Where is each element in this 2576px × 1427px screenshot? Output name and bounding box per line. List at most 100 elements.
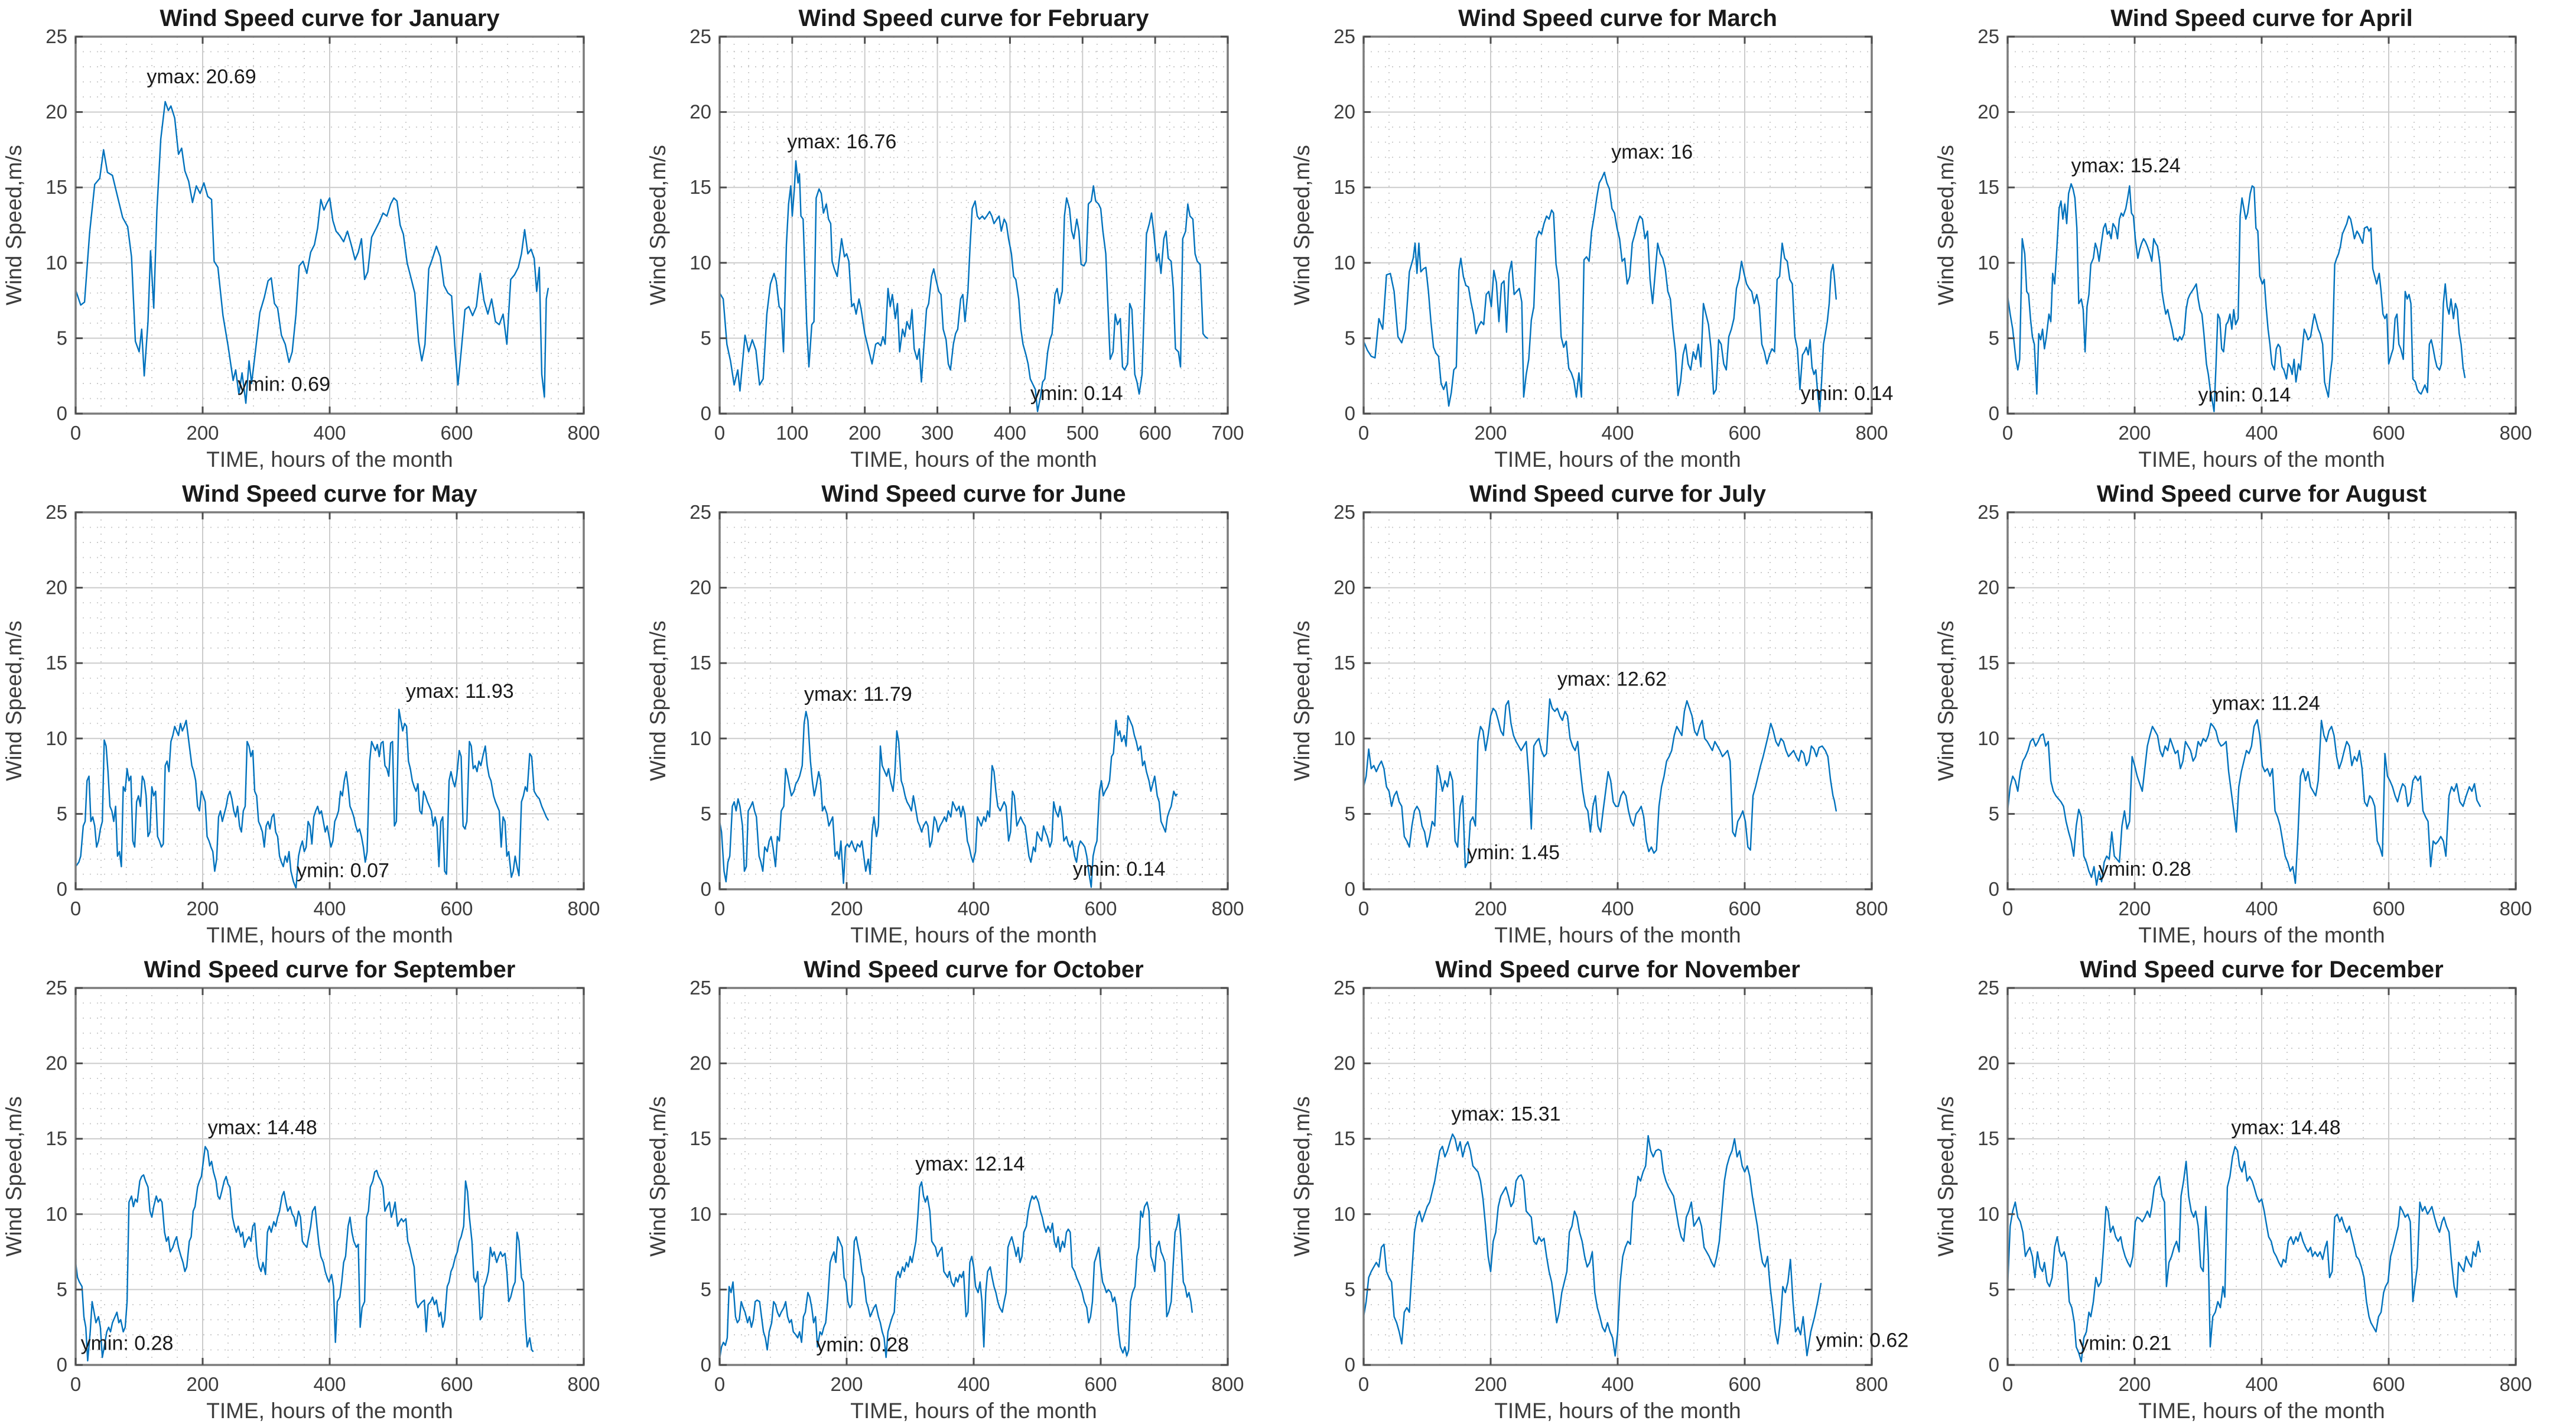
ymin-annotation: ymin: 0.14: [2198, 384, 2291, 407]
wind-speed-line: [718, 710, 1178, 888]
x-tick-label: 400: [994, 422, 1026, 444]
y-axis-label: Wind Speed,m/s: [1290, 1096, 1314, 1256]
wind-chart-march: 0 200 400 600 800 0 5 10 15 20 25 Wind Speed curve …: [1288, 0, 1932, 476]
ymax-annotation: ymax: 20.69: [147, 66, 256, 88]
x-tick-label: 200: [1474, 1373, 1507, 1395]
x-axis-label: TIME, hours of the month: [206, 447, 453, 472]
major-grid: [2008, 37, 2516, 414]
x-tick-label: 0: [714, 898, 725, 919]
x-tick-label: 800: [567, 1373, 600, 1395]
ymin-annotation: ymin: 0.28: [2099, 858, 2191, 880]
major-grid: [1364, 37, 1872, 414]
x-tick-label: 400: [957, 1373, 990, 1395]
x-tick-label: 200: [830, 898, 863, 919]
x-tick-label: 800: [567, 898, 600, 919]
tick-marks: [74, 987, 585, 1366]
wind-chart-april: 0 200 400 600 800 0 5 10 15 20 25 Wind Speed curve …: [1932, 0, 2576, 476]
x-tick-label: 600: [1728, 422, 1761, 444]
y-tick-label: 15: [45, 652, 67, 674]
x-axis-label: TIME, hours of the month: [850, 923, 1097, 947]
x-tick-label: 0: [2002, 1373, 2013, 1395]
x-tick-label: 600: [2372, 898, 2405, 919]
wind-speed-line: [1362, 698, 1837, 869]
y-tick-label: 0: [1345, 878, 1355, 900]
x-tick-label: 600: [440, 422, 473, 444]
x-axis-label: TIME, hours of the month: [206, 1399, 453, 1423]
x-tick-label: 800: [1855, 898, 1888, 919]
tick-marks: [1362, 987, 1873, 1366]
y-axis-label: Wind Speed,m/s: [1934, 145, 1958, 305]
wind-speed-line: [1362, 171, 1837, 412]
chart-canvas: 0 200 400 600 800 0 5 10 15 20 25 Wind Speed curve …: [1290, 957, 1908, 1423]
chart-title: Wind Speed curve for February: [798, 5, 1149, 31]
y-tick-label: 15: [1977, 1127, 1999, 1149]
ymin-annotation: ymin: 0.07: [297, 860, 389, 882]
y-tick-label: 5: [701, 1278, 711, 1300]
x-tick-label: 400: [2245, 422, 2278, 444]
y-axis-label: Wind Speed,m/s: [1934, 1096, 1958, 1256]
wind-chart-december: 0 200 400 600 800 0 5 10 15 20 25 Wind Speed curve …: [1932, 951, 2576, 1427]
ymin-annotation: ymin: 0.28: [81, 1332, 174, 1354]
wind-speed-line: [2006, 183, 2466, 412]
y-tick-label: 10: [1977, 252, 1999, 274]
x-tick-label: 200: [1474, 898, 1507, 919]
y-tick-label: 5: [1345, 1278, 1355, 1300]
y-tick-label: 5: [57, 802, 67, 824]
wind-chart-august: 0 200 400 600 800 0 5 10 15 20 25 Wind Speed curve …: [1932, 476, 2576, 951]
y-tick-label: 15: [1977, 652, 1999, 674]
x-tick-label: 0: [1358, 898, 1369, 919]
y-tick-label: 20: [45, 1052, 67, 1074]
x-axis-label: TIME, hours of the month: [850, 447, 1097, 472]
y-tick-label: 0: [57, 1354, 67, 1376]
x-tick-label: 800: [567, 422, 600, 444]
y-tick-label: 15: [689, 176, 711, 198]
chart-canvas: 0 200 400 600 800 0 5 10 15 20 25 Wind Speed curve …: [1290, 5, 1893, 472]
y-tick-label: 20: [45, 577, 67, 599]
tick-marks: [74, 511, 585, 890]
x-tick-label: 600: [440, 898, 473, 919]
ymax-annotation: ymax: 11.79: [804, 683, 912, 706]
x-tick-label: 0: [2002, 898, 2013, 919]
ymax-annotation: ymax: 14.48: [2231, 1117, 2340, 1139]
x-tick-label: 600: [2372, 422, 2405, 444]
y-axis-label: Wind Speed,m/s: [1934, 620, 1958, 781]
x-axis-label: TIME, hours of the month: [2138, 923, 2385, 947]
x-tick-label: 100: [776, 422, 808, 444]
y-tick-label: 20: [1977, 1052, 1999, 1074]
wind-speed-line: [718, 160, 1208, 412]
chart-title: Wind Speed curve for May: [182, 481, 478, 507]
ymax-annotation: ymax: 12.62: [1557, 668, 1667, 690]
chart-title: Wind Speed curve for August: [2097, 481, 2427, 507]
y-tick-label: 10: [1977, 727, 1999, 749]
y-tick-label: 5: [1989, 327, 1999, 349]
y-tick-label: 25: [1333, 977, 1355, 999]
x-tick-label: 400: [1601, 1373, 1634, 1395]
x-tick-label: 0: [70, 422, 81, 444]
major-grid: [1364, 988, 1872, 1365]
chart-title: Wind Speed curve for July: [1469, 481, 1767, 507]
x-tick-label: 600: [440, 1373, 473, 1395]
y-tick-label: 20: [1977, 101, 1999, 123]
y-tick-label: 10: [1333, 252, 1355, 274]
y-tick-label: 25: [1977, 501, 1999, 523]
chart-canvas: 0 200 400 600 800 0 5 10 15 20 25 Wind Speed curve …: [2, 5, 600, 472]
chart-title: Wind Speed curve for March: [1458, 5, 1777, 31]
wind-speed-line: [74, 100, 549, 404]
ymax-annotation: ymax: 15.31: [1451, 1103, 1560, 1126]
x-axis-label: TIME, hours of the month: [1494, 1399, 1741, 1423]
y-tick-label: 15: [1333, 652, 1355, 674]
y-tick-label: 5: [57, 1278, 67, 1300]
x-tick-label: 0: [714, 1373, 725, 1395]
wind-chart-january: 0 200 400 600 800 0 5 10 15 20 25 Wind Speed curve …: [0, 0, 644, 476]
x-tick-label: 0: [70, 1373, 81, 1395]
x-axis-label: TIME, hours of the month: [206, 923, 453, 947]
chart-canvas: 0 200 400 600 800 0 5 10 15 20 25 Wind Speed curve …: [646, 957, 1244, 1423]
x-tick-label: 600: [1728, 898, 1761, 919]
x-tick-label: 0: [714, 422, 725, 444]
x-tick-label: 800: [1211, 1373, 1244, 1395]
y-tick-label: 20: [689, 101, 711, 123]
x-tick-label: 600: [1139, 422, 1172, 444]
y-axis-label: Wind Speed,m/s: [1290, 145, 1314, 305]
x-tick-label: 200: [186, 898, 219, 919]
y-tick-label: 5: [57, 327, 67, 349]
